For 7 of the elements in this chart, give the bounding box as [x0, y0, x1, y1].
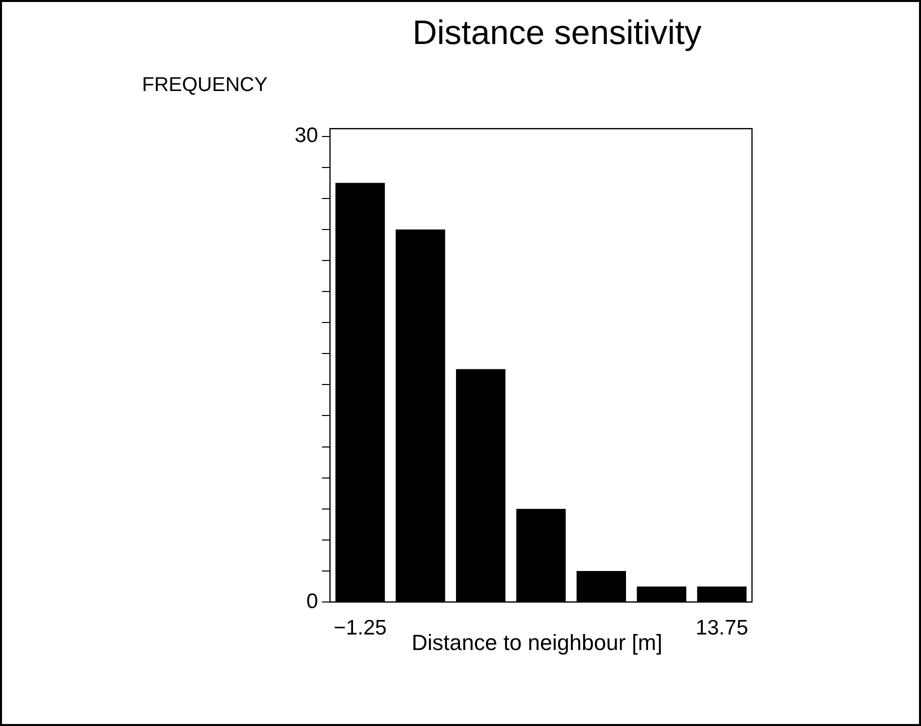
y-axis-title: FREQUENCY [142, 74, 268, 97]
chart-title: Distance sensitivity [411, 14, 703, 53]
x-tick-label: 13.75 [696, 616, 748, 640]
x-axis-title: Distance to neighbour [m] [412, 630, 662, 655]
y-tick-label: 0 [306, 590, 318, 613]
y-tick-label: 30 [294, 124, 318, 148]
x-tick-label: −1.25 [334, 616, 387, 640]
